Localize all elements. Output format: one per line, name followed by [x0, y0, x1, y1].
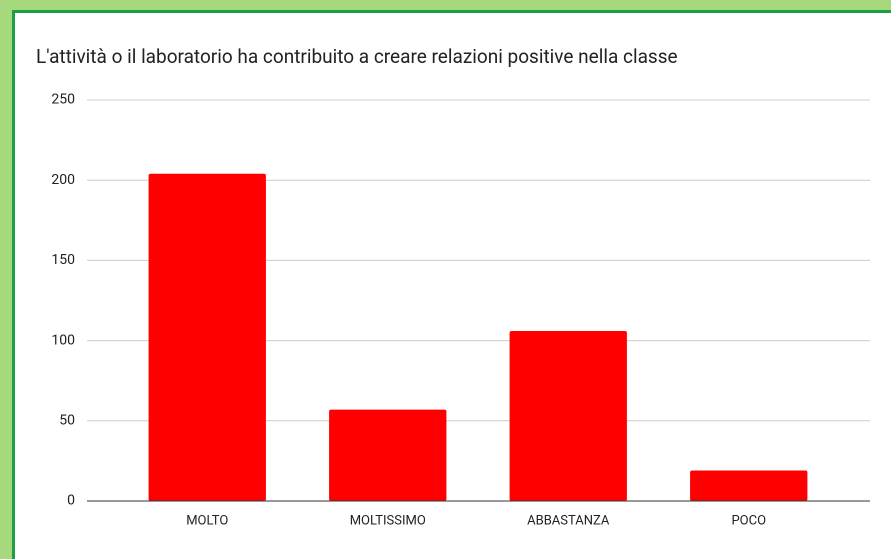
bar: [329, 409, 447, 501]
bar: [690, 470, 808, 501]
y-tick-label: 50: [59, 413, 75, 429]
y-tick-label: 0: [67, 493, 75, 509]
bar: [148, 173, 266, 501]
y-tick-label: 150: [51, 252, 75, 268]
x-tick-label: MOLTISSIMO: [350, 513, 426, 528]
y-tick-label: 100: [51, 332, 75, 348]
x-tick-label: MOLTO: [186, 513, 228, 528]
bar: [509, 330, 627, 501]
x-tick-label: POCO: [731, 513, 766, 528]
y-tick-label: 250: [51, 92, 75, 108]
y-tick-label: 200: [51, 172, 75, 188]
chart-title: L'attività o il laboratorio ha contribui…: [36, 45, 678, 68]
x-tick-label: ABBASTANZA: [527, 513, 610, 528]
